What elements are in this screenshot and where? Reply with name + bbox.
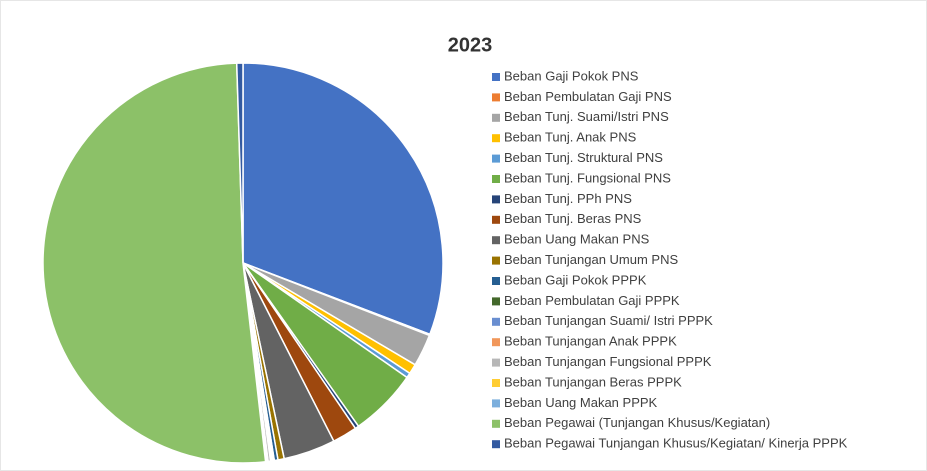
legend-swatch (492, 93, 500, 102)
legend-swatch (492, 379, 500, 387)
legend-swatch (492, 440, 500, 449)
legend-swatch (492, 236, 500, 245)
legend-swatch (492, 317, 500, 326)
legend-swatch (492, 175, 500, 183)
legend-label: Beban Uang Makan PNS (504, 232, 650, 247)
legend-label: Beban Gaji Pokok PNS (504, 68, 639, 83)
legend-label: Beban Tunjangan Beras PPPK (504, 374, 682, 389)
pie-slice (235, 62, 244, 264)
legend-label: Beban Pembulatan Gaji PPPK (504, 293, 680, 308)
legend-label: Beban Pembulatan Gaji PNS (504, 89, 672, 104)
legend-label: Beban Tunj. Struktural PNS (504, 150, 663, 165)
legend-label: Beban Tunj. Suami/Istri PNS (504, 109, 669, 124)
legend-label: Beban Pegawai (Tunjangan Khusus/Kegiatan… (504, 415, 770, 430)
legend-swatch (492, 297, 500, 306)
legend-label: Beban Tunjangan Fungsional PPPK (504, 354, 712, 369)
legend-swatch (492, 358, 500, 367)
legend-label: Beban Tunj. PPh PNS (504, 191, 632, 206)
legend-swatch (492, 338, 500, 347)
legend-label: Beban Gaji Pokok PPPK (504, 272, 647, 287)
pie-slice (242, 62, 444, 336)
legend-swatch (492, 419, 500, 428)
legend-swatch (492, 399, 500, 408)
chart-title: 2023 (448, 34, 493, 56)
legend-label: Beban Tunjangan Anak PPPK (504, 334, 677, 349)
legend-swatch (492, 154, 500, 163)
legend-label: Beban Tunjangan Suami/ Istri PPPK (504, 313, 713, 328)
legend-label: Beban Tunjangan Umum PNS (504, 252, 678, 267)
legend-swatch (492, 73, 500, 81)
pie-slice (42, 62, 267, 464)
legend-swatch (492, 277, 500, 285)
legend-label: Beban Pegawai Tunjangan Khusus/Kegiatan/… (504, 436, 848, 451)
legend-swatch (492, 195, 500, 204)
legend-swatch (492, 113, 500, 122)
legend-swatch (492, 215, 500, 224)
legend-label: Beban Uang Makan PPPK (504, 395, 658, 410)
legend-label: Beban Tunj. Beras PNS (504, 211, 642, 226)
legend-swatch (492, 134, 500, 143)
legend-label: Beban Tunj. Fungsional PNS (504, 170, 671, 185)
legend-label: Beban Tunj. Anak PNS (504, 130, 637, 145)
legend-swatch (492, 256, 500, 265)
